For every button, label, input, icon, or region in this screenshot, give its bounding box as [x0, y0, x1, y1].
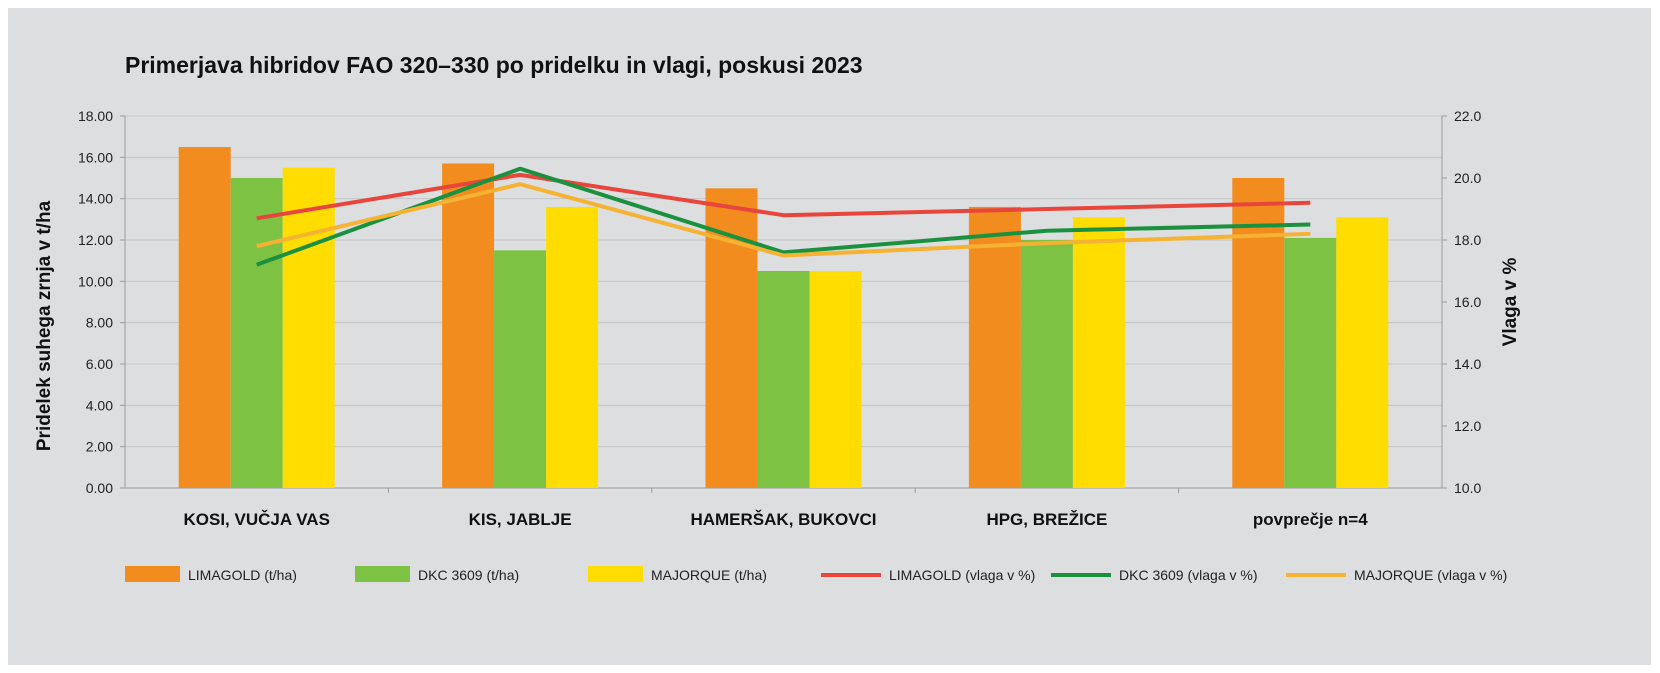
- bar-dkc: [757, 271, 810, 488]
- legend: LIMAGOLD (t/ha) DKC 3609 (t/ha) MAJORQUE (…: [125, 566, 1507, 583]
- legend-label: MAJORQUE (vlaga v %): [1354, 567, 1507, 583]
- bar-dkc: [1020, 240, 1073, 488]
- y2-axis-title: Vlaga v %: [1500, 258, 1521, 347]
- bar-dkc: [230, 178, 283, 488]
- legend-label: DKC 3609 (vlaga v %): [1119, 567, 1258, 583]
- category-label: KOSI, VUČJA VAS: [183, 510, 329, 529]
- y-tick-label: 4.00: [86, 397, 113, 413]
- y-tick-label: 8.00: [86, 315, 113, 331]
- y-tick-label: 14.00: [78, 191, 113, 207]
- line-series-majorque: [256, 182, 1311, 258]
- y-tick-label: 2.00: [86, 439, 113, 455]
- category-label: HAMERŠAK, BUKOVCI: [690, 510, 876, 529]
- lines: [256, 166, 1311, 267]
- category-label: HPG, BREŽICE: [986, 510, 1107, 529]
- legend-label: LIMAGOLD (t/ha): [188, 567, 297, 583]
- legend-label: LIMAGOLD (vlaga v %): [889, 567, 1035, 583]
- bar-majorque: [809, 271, 862, 488]
- legend-swatch: [355, 566, 410, 582]
- category-label: povprečje n=4: [1253, 510, 1368, 529]
- bar-majorque: [282, 167, 335, 488]
- y-tick-label: 0.00: [86, 480, 113, 496]
- bar-dkc: [1284, 237, 1337, 488]
- bar-majorque: [1072, 217, 1125, 488]
- bar-limagold: [705, 188, 758, 489]
- legend-swatch: [588, 566, 643, 582]
- y2-tick-label: 10.0: [1454, 480, 1481, 496]
- bar-majorque: [546, 206, 599, 488]
- y-tick-label: 16.00: [78, 149, 113, 165]
- y-tick-label: 18.00: [78, 108, 113, 124]
- bar-limagold: [442, 163, 495, 489]
- category-label: KIS, JABLJE: [469, 510, 572, 529]
- bar-dkc: [494, 250, 547, 488]
- bar-limagold: [968, 206, 1021, 488]
- chart-title: Primerjava hibridov FAO 320–330 po pride…: [125, 52, 863, 78]
- y-axis-title: Pridelek suhega zrnja v t/ha: [34, 200, 55, 451]
- y2-tick-label: 14.0: [1454, 356, 1481, 372]
- y2-tick-label: 20.0: [1454, 170, 1481, 186]
- chart-svg: Primerjava hibridov FAO 320–330 po pride…: [34, 52, 1521, 583]
- y2-tick-label: 18.0: [1454, 232, 1481, 248]
- y2-tick-label: 22.0: [1454, 108, 1481, 124]
- legend-label: DKC 3609 (t/ha): [418, 567, 519, 583]
- bar-limagold: [1232, 178, 1285, 488]
- bars: [178, 147, 1389, 489]
- legend-label: MAJORQUE (t/ha): [651, 567, 767, 583]
- y2-tick-label: 12.0: [1454, 418, 1481, 434]
- chart-card: Primerjava hibridov FAO 320–330 po pride…: [8, 8, 1651, 665]
- line-series-limagold: [256, 172, 1311, 221]
- y-tick-label: 6.00: [86, 356, 113, 372]
- bar-limagold: [178, 147, 231, 488]
- labels: 0.00 2.00 4.00 6.00 8.00 10.00 12.00 14.00 16.00…: [34, 108, 1521, 529]
- line-series-dkc: [256, 166, 1311, 267]
- legend-swatch: [125, 566, 180, 582]
- y2-tick-label: 16.0: [1454, 294, 1481, 310]
- y-tick-label: 12.00: [78, 232, 113, 248]
- y-tick-label: 10.00: [78, 273, 113, 289]
- bar-majorque: [1336, 217, 1389, 488]
